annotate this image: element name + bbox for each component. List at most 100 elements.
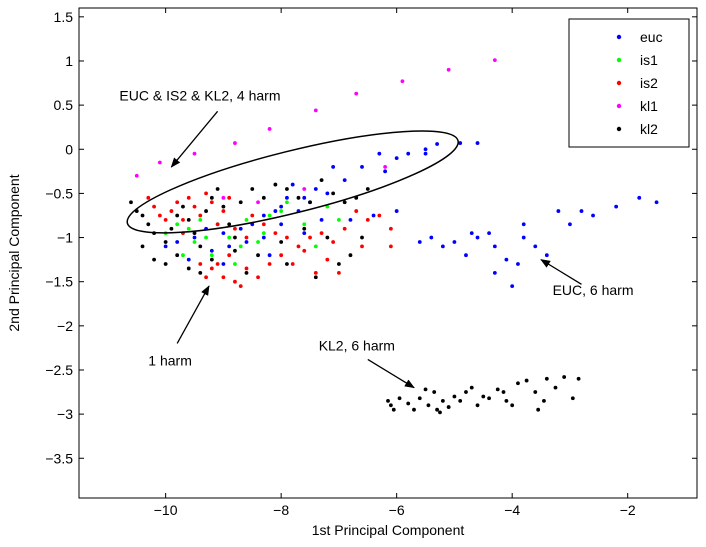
point-kl1: [221, 195, 226, 200]
point-is2: [296, 244, 301, 249]
legend-box: [568, 18, 690, 148]
point-euc: [394, 156, 399, 160]
point-kl2: [553, 385, 558, 390]
point-is1: [256, 240, 260, 244]
point-kl1: [383, 165, 388, 169]
point-is2: [204, 191, 208, 196]
legend-label: kl1: [640, 98, 658, 114]
point-kl2: [302, 226, 307, 231]
point-kl2: [533, 390, 538, 394]
point-kl2: [204, 209, 208, 213]
point-kl2: [227, 222, 232, 227]
point-is1: [279, 209, 284, 213]
point-kl2: [458, 398, 463, 403]
point-euc: [521, 235, 526, 240]
point-is2: [319, 231, 324, 236]
point-is1: [181, 253, 185, 258]
point-is2: [279, 253, 284, 258]
point-is1: [337, 217, 341, 222]
x-tick-label: −2: [620, 502, 636, 518]
point-is2: [186, 195, 191, 200]
point-kl1: [446, 67, 451, 72]
point-is1: [267, 213, 272, 218]
point-is1: [313, 244, 318, 249]
point-is1: [198, 217, 203, 222]
point-kl2: [426, 403, 431, 408]
point-kl2: [386, 398, 390, 403]
annotation-label: 1 harm: [148, 353, 192, 369]
point-euc: [227, 244, 232, 249]
point-is2: [365, 217, 370, 222]
y-tick-label: 0: [65, 141, 73, 157]
point-kl2: [261, 195, 266, 200]
point-is2: [204, 275, 208, 280]
point-kl2: [273, 182, 278, 187]
y-tick-label: −1.5: [45, 274, 73, 290]
point-is2: [227, 253, 232, 258]
point-euc: [273, 209, 278, 213]
point-kl1: [256, 200, 260, 205]
point-kl2: [417, 396, 422, 401]
legend-marker: [616, 34, 622, 40]
point-euc: [325, 191, 330, 196]
point-kl2: [233, 248, 237, 253]
point-is2: [313, 270, 318, 275]
point-euc: [533, 244, 538, 249]
point-euc: [504, 257, 509, 262]
point-euc: [568, 222, 572, 227]
point-is2: [290, 262, 295, 266]
point-euc: [556, 209, 561, 213]
point-kl2: [501, 390, 506, 394]
point-euc: [186, 257, 191, 262]
y-tick-label: −3: [57, 406, 73, 422]
point-euc: [492, 244, 497, 249]
point-kl1: [157, 160, 162, 165]
point-kl2: [487, 396, 491, 401]
point-is2: [250, 213, 255, 218]
point-euc: [406, 151, 411, 156]
point-euc: [209, 248, 214, 253]
point-kl2: [536, 407, 541, 412]
point-kl2: [256, 253, 260, 258]
point-kl2: [285, 187, 289, 191]
point-euc: [516, 262, 520, 266]
point-is2: [285, 235, 289, 240]
legend-marker: [616, 57, 622, 63]
point-euc: [383, 169, 388, 174]
point-euc: [163, 244, 168, 249]
y-tick-label: 1: [65, 53, 73, 69]
point-is2: [308, 235, 312, 240]
point-is2: [152, 204, 156, 209]
point-euc: [313, 187, 318, 191]
point-euc: [544, 253, 549, 258]
point-kl2: [325, 235, 330, 240]
point-kl2: [423, 387, 428, 392]
point-euc: [360, 165, 364, 169]
point-kl2: [446, 405, 451, 409]
point-euc: [475, 141, 480, 145]
point-euc: [192, 235, 197, 240]
point-is1: [175, 222, 180, 227]
point-kl2: [570, 396, 575, 401]
point-euc: [238, 226, 243, 231]
point-euc: [423, 147, 428, 152]
point-euc: [435, 142, 439, 146]
point-is2: [273, 231, 278, 236]
point-kl2: [215, 187, 220, 191]
point-is1: [238, 244, 243, 249]
legend-label: euc: [640, 29, 663, 45]
point-kl2: [464, 390, 468, 394]
point-euc: [279, 222, 284, 227]
point-euc: [510, 284, 515, 289]
point-kl2: [337, 262, 341, 266]
point-kl2: [562, 375, 567, 379]
point-kl1: [354, 91, 359, 96]
point-is1: [186, 226, 191, 231]
point-kl2: [169, 226, 174, 231]
point-is2: [325, 257, 330, 262]
point-is1: [233, 262, 237, 266]
legend-label: is1: [640, 52, 658, 68]
point-kl2: [516, 381, 520, 386]
point-kl2: [186, 266, 191, 271]
